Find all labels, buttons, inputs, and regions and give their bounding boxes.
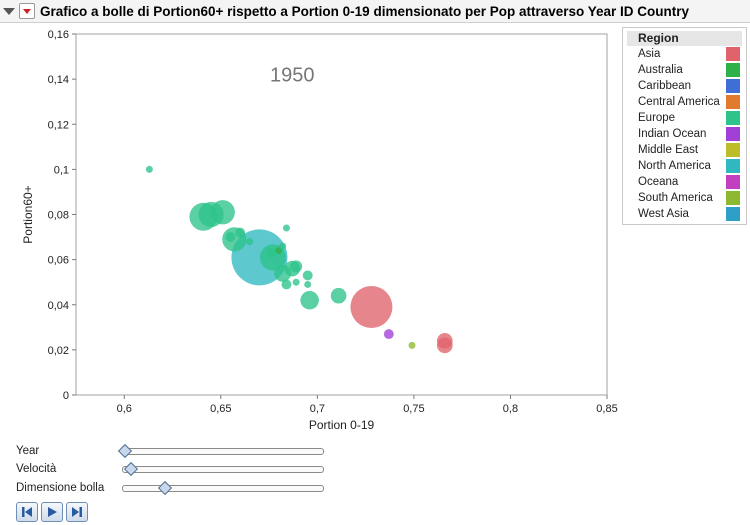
legend-label: Europe — [638, 112, 676, 124]
y-tick-label: 0 — [63, 390, 69, 402]
red-triangle-menu-button[interactable] — [19, 3, 35, 19]
bubble-point[interactable] — [350, 286, 393, 329]
y-axis-label: Portion60+ — [21, 185, 35, 243]
legend-item[interactable]: Oceana — [623, 174, 746, 190]
legend-item[interactable]: Europe — [623, 110, 746, 126]
legend-swatch — [726, 111, 740, 125]
legend-item[interactable]: Indian Ocean — [623, 126, 746, 142]
legend: Region Asia Australia Caribbean Central Ame… — [622, 27, 747, 225]
bubble-point[interactable] — [302, 270, 313, 281]
slider-thumb[interactable] — [157, 480, 173, 496]
play-button[interactable] — [41, 502, 63, 522]
legend-swatch — [726, 207, 740, 221]
x-tick-label: 0,7 — [310, 403, 325, 415]
bubble-point[interactable] — [282, 224, 290, 232]
legend-swatch — [726, 159, 740, 173]
x-tick-label: 0,6 — [117, 403, 132, 415]
bubble-point[interactable] — [225, 232, 236, 243]
legend-item[interactable]: Caribbean — [623, 78, 746, 94]
y-tick-label: 0,02 — [48, 345, 69, 357]
legend-label: South America — [638, 192, 713, 204]
y-tick-label: 0,06 — [48, 255, 69, 267]
slider-label: Year — [16, 445, 40, 457]
legend-swatch — [726, 79, 740, 93]
bubble-point[interactable] — [290, 260, 303, 273]
legend-swatch — [726, 47, 740, 61]
y-tick-label: 0,04 — [48, 300, 69, 312]
legend-swatch — [726, 127, 740, 141]
bubble-point[interactable] — [266, 247, 276, 258]
title-bar: Grafico a bolle di Portion60+ rispetto a… — [0, 0, 750, 23]
slider-track[interactable] — [122, 466, 324, 473]
slider-row: Dimensione bolla — [16, 480, 336, 496]
playback-controls — [16, 502, 88, 522]
year-annotation: 1950 — [270, 64, 315, 86]
plot-frame — [75, 33, 608, 396]
bubble-point[interactable] — [210, 200, 235, 225]
legend-item[interactable]: South America — [623, 190, 746, 206]
slider-track[interactable] — [122, 485, 324, 492]
x-axis-label: Portion 0-19 — [309, 418, 375, 432]
legend-label: Asia — [638, 48, 661, 60]
step-back-button[interactable] — [16, 502, 38, 522]
legend-swatch — [726, 63, 740, 77]
legend-swatch — [726, 175, 740, 189]
legend-label: Australia — [638, 64, 683, 76]
y-tick-label: 0,14 — [48, 74, 69, 86]
legend-item[interactable]: Central America — [623, 94, 746, 110]
chart-title: Grafico a bolle di Portion60+ rispetto a… — [40, 3, 690, 19]
legend-item[interactable]: North America — [623, 158, 746, 174]
y-tick-label: 0,1 — [54, 164, 69, 176]
step-forward-icon — [72, 507, 82, 517]
x-tick-label: 0,8 — [503, 403, 518, 415]
bubble-point[interactable] — [383, 329, 394, 340]
y-tick-label: 0,08 — [48, 210, 69, 222]
legend-item[interactable]: West Asia — [623, 206, 746, 222]
legend-label: Middle East — [638, 144, 699, 156]
legend-item[interactable]: Asia — [623, 46, 746, 62]
bubble-chart: 1950 0,6 0,65 0,7 0,75 0,8 0,85 0 0,02 0,04 0,06 0,… — [21, 29, 618, 432]
bubble-point[interactable] — [408, 341, 416, 349]
legend-swatch — [726, 143, 740, 157]
slider-thumb[interactable] — [123, 461, 139, 477]
legend-label: Caribbean — [638, 80, 692, 92]
legend-swatch — [726, 191, 740, 205]
x-tick-label: 0,75 — [403, 403, 424, 415]
legend-label: North America — [638, 160, 711, 172]
legend-label: Oceana — [638, 176, 679, 188]
x-tick-label: 0,85 — [596, 403, 617, 415]
legend-label: Indian Ocean — [638, 128, 707, 140]
legend-label: West Asia — [638, 208, 689, 220]
slider-thumb[interactable] — [117, 443, 133, 459]
slider-label: Velocità — [16, 463, 57, 475]
y-tick-label: 0,12 — [48, 119, 69, 131]
bubble-point[interactable] — [246, 238, 254, 246]
bubble-point[interactable] — [436, 337, 453, 354]
y-tick-label: 0,16 — [48, 29, 69, 41]
slider-row: Velocità — [16, 461, 336, 477]
step-forward-button[interactable] — [66, 502, 88, 522]
bubble-point[interactable] — [235, 227, 246, 238]
slider-label: Dimensione bolla — [16, 482, 105, 494]
bubble-point[interactable] — [281, 279, 292, 290]
step-back-icon — [22, 507, 32, 517]
legend-swatch — [726, 95, 740, 109]
x-tick-label: 0,65 — [210, 403, 231, 415]
legend-label: Central America — [638, 96, 720, 108]
bubble-point[interactable] — [330, 287, 347, 304]
slider-track[interactable] — [122, 448, 324, 455]
bubble-point[interactable] — [304, 280, 312, 288]
slider-row: Year — [16, 443, 336, 459]
bubble-point[interactable] — [292, 278, 300, 286]
legend-item[interactable]: Australia — [623, 62, 746, 78]
play-icon — [48, 507, 57, 517]
disclosure-triangle-icon[interactable] — [3, 7, 15, 15]
bubble-point[interactable] — [279, 242, 287, 250]
bubble-point[interactable] — [145, 165, 153, 173]
bubble-point[interactable] — [300, 290, 319, 310]
red-triangle-icon — [23, 8, 31, 14]
legend-item[interactable]: Middle East — [623, 142, 746, 158]
legend-title: Region — [627, 31, 742, 46]
